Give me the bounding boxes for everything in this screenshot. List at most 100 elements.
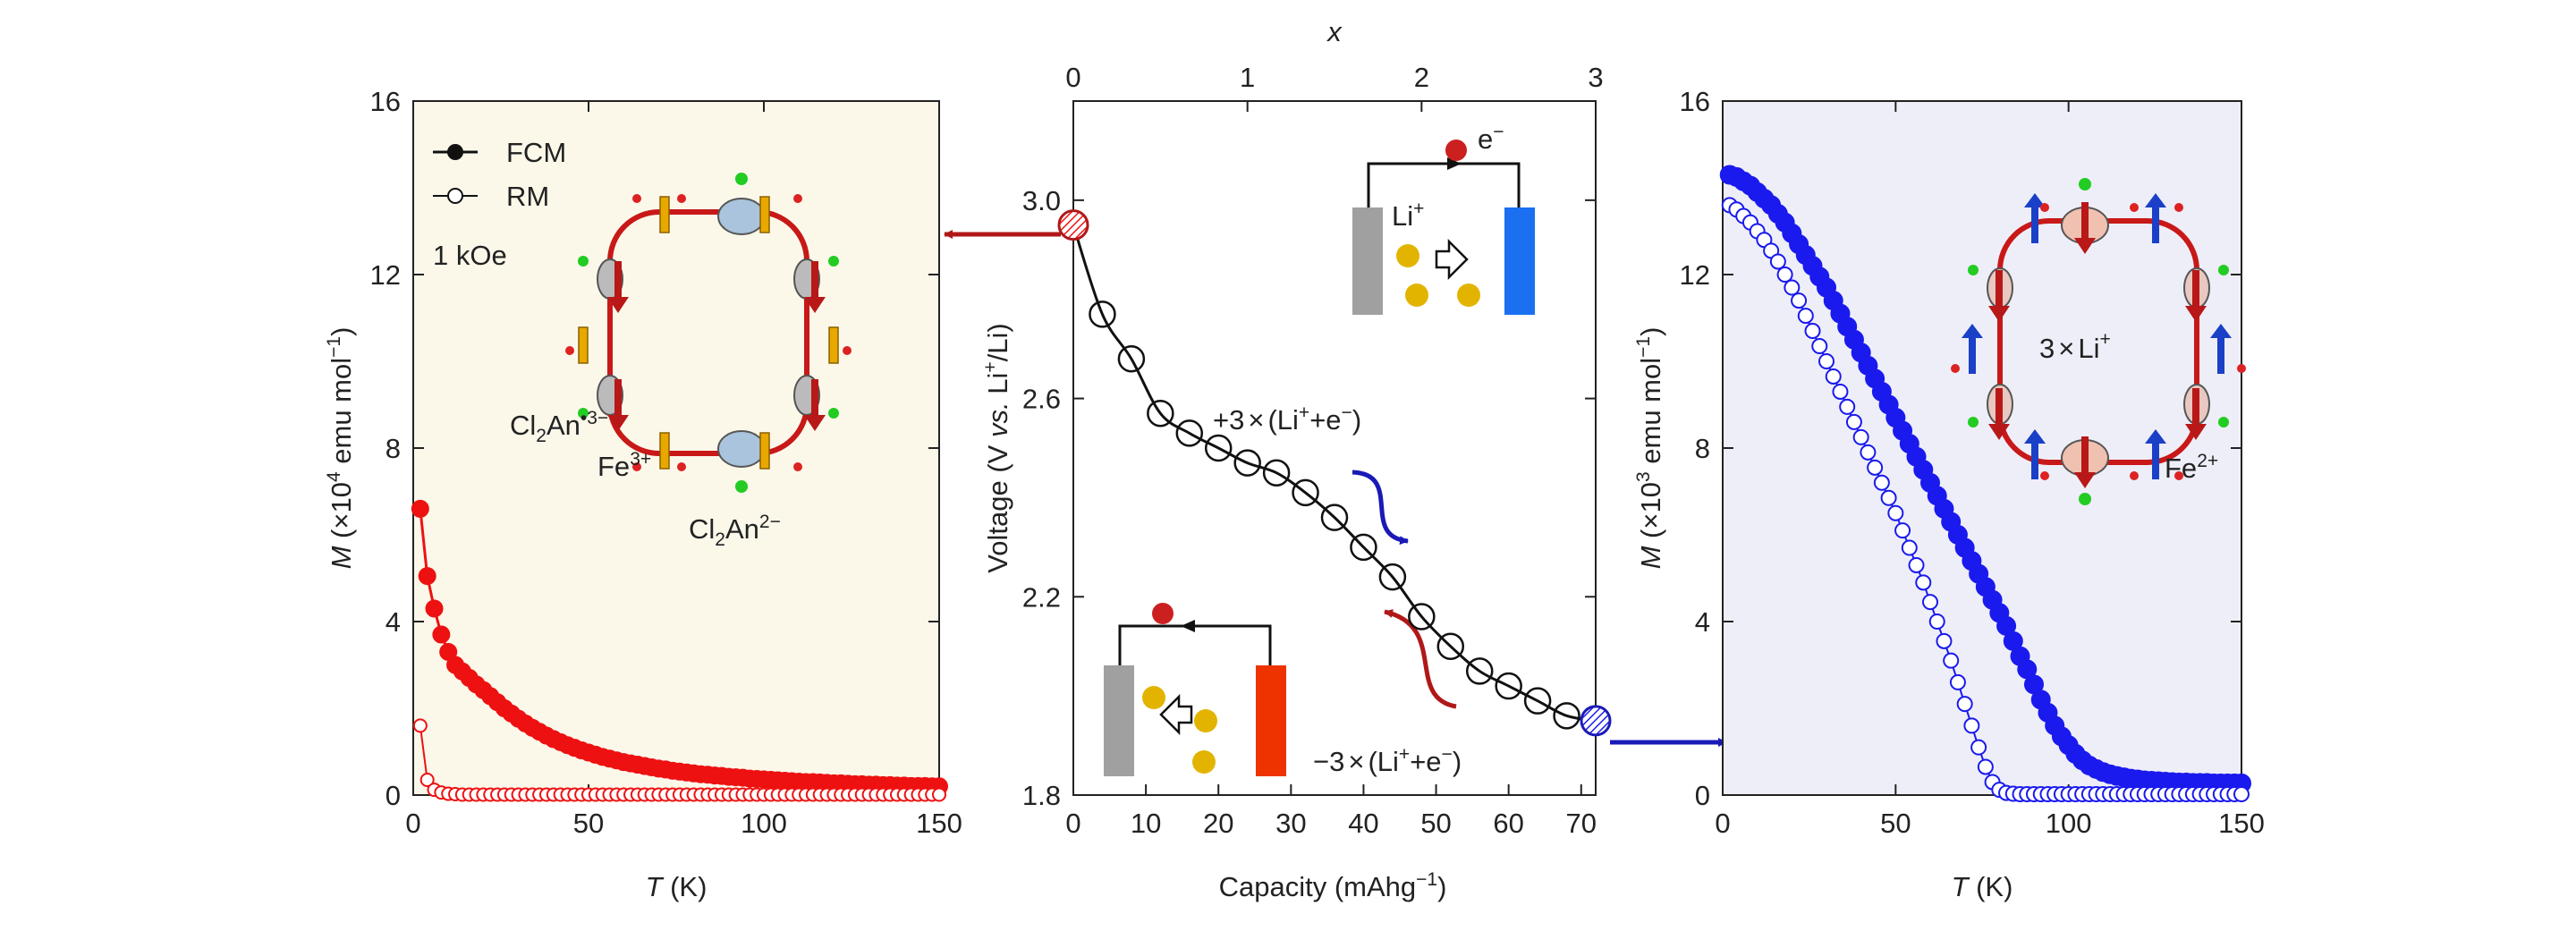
data-point-rm [1936,632,1953,649]
data-point [1204,434,1233,462]
y-tick-label: 16 [370,86,401,117]
battery-cathode-top [1504,207,1535,315]
discharge-curved-arrow [1352,470,1409,546]
left-panel: 0 4 8 12 16 0 50 100 150 T (K) M (×104 emu mol−… [324,86,962,902]
data-point-rm [1949,673,1966,690]
data-point-rm [1970,739,1987,756]
charge-label: −3 × (Li++e−) [1313,744,1462,777]
right-y-ticks: 0 4 8 12 16 [1680,86,2241,811]
data-point-rm [1928,614,1945,630]
y-tick-label: 0 [386,780,401,811]
x-tick-label: 50 [1420,808,1451,839]
data-point [1117,344,1146,373]
y-tick-label: 3.0 [1022,185,1061,216]
x-tick-label: 50 [1880,808,1911,839]
ring-structure-fe3 [565,173,852,493]
middle-x-axis-label: Capacity (mAhg−1) [1219,869,1447,902]
charge-curved-arrow [1384,609,1457,709]
data-point-fcm [432,625,451,644]
top-tick-label: 0 [1065,62,1080,93]
battery-charge-schematic [1104,603,1286,776]
data-point-rm [1867,459,1884,476]
data-point [1233,449,1261,477]
data-point-rm [1943,652,1960,669]
data-point-rm [1769,253,1786,270]
data-point-rm [1811,338,1828,355]
data-point-rm [2233,786,2250,803]
left-y-axis-label: M (×104 emu mol−1) [324,327,357,570]
left-series [411,499,948,802]
data-point [1378,563,1407,591]
y-tick-label: 12 [1680,259,1710,291]
data-point-rm [1791,292,1808,309]
cl2an-ring-top [717,198,766,235]
middle-top-ticks: 0 1 2 3 [1065,62,1604,112]
data-point-fcm [425,599,444,618]
li-label-top: Li+ [1392,199,1424,232]
y-tick-label: 8 [386,433,401,464]
x-tick-label: 40 [1348,808,1378,839]
data-point-rm [412,718,428,733]
cl2an-ring-bottom [717,430,766,468]
fe3-label: Fe3+ [597,449,651,482]
data-point-rm [1956,696,1973,713]
y-tick-label: 2.6 [1022,384,1061,415]
data-point-rm [1915,574,1932,591]
left-x-axis-label: T (K) [646,871,708,902]
top-tick-label: 2 [1414,62,1429,93]
data-point-rm [1908,556,1925,573]
x-tick-label: 10 [1131,808,1161,839]
data-point-rm [1804,323,1821,340]
data-point-rm [1922,594,1938,611]
middle-y-axis-label: Voltage (V vs. Li+/Li) [980,323,1013,572]
top-tick-label: 1 [1240,62,1255,93]
data-point-rm [1977,758,1994,775]
x-tick-label: 60 [1493,808,1523,839]
end-point-highlight [1580,705,1612,737]
x-tick-label: 20 [1203,808,1233,839]
x-tick-label: 100 [741,808,787,839]
data-point [1495,672,1522,700]
data-point-rm [1963,717,1980,734]
middle-series [1057,209,1612,737]
y-tick-label: 8 [1695,433,1710,464]
voltage-curve [1072,224,1597,723]
data-point-rm [1873,474,1890,491]
left-x-ticks: 0 50 100 150 [405,101,962,839]
data-point-rm [1832,383,1849,400]
x-tick-label: 0 [1715,808,1730,839]
data-point [1553,702,1580,730]
data-point [1292,478,1319,507]
right-y-axis-label: M (×103 emu mol−1) [1633,327,1666,570]
left-y-ticks: 0 4 8 12 16 [370,86,939,811]
y-tick-label: 1.8 [1022,780,1061,811]
data-point-fcm [411,499,429,518]
legend-fcm-marker [447,144,463,160]
middle-y-ticks: 1.8 2.2 2.6 3.0 [1022,185,1596,811]
x-tick-label: 30 [1275,808,1306,839]
field-annotation: 1 kOe [433,240,507,271]
data-point [1147,399,1174,427]
data-point-rm [932,787,946,802]
middle-top-axis-label: x [1326,16,1343,47]
data-point [1523,687,1552,715]
data-point-rm [1852,428,1869,445]
legend-fcm-label: FCM [506,137,566,168]
x-tick-label: 50 [573,808,604,839]
data-point [1408,603,1436,631]
ion-flow-arrow-left [1159,693,1193,736]
data-point-rm [1784,279,1801,296]
x-tick-label: 150 [916,808,962,839]
electron-icon-bottom [1152,603,1174,624]
data-point [1436,632,1465,660]
data-point [1089,300,1116,328]
data-point [1262,459,1291,487]
data-point [1465,657,1494,685]
data-point-rm [1845,413,1862,430]
x-tick-label: 0 [1065,808,1080,839]
left-legend: FCM RM [433,137,566,212]
data-point-rm [1860,444,1877,461]
legend-rm-marker [447,188,463,204]
